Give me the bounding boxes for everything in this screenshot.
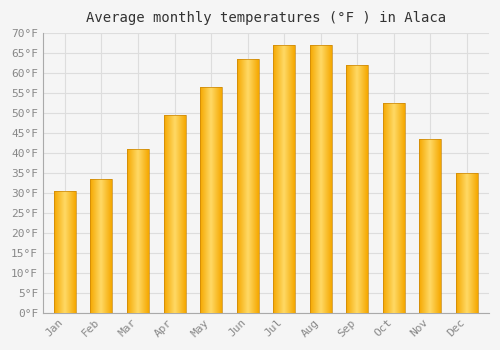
- Bar: [54, 191, 76, 313]
- Bar: [383, 103, 405, 313]
- Bar: [420, 139, 442, 313]
- Bar: [164, 115, 186, 313]
- Bar: [310, 45, 332, 313]
- Bar: [90, 179, 112, 313]
- Bar: [456, 173, 478, 313]
- Bar: [273, 45, 295, 313]
- Title: Average monthly temperatures (°F ) in Alaca: Average monthly temperatures (°F ) in Al…: [86, 11, 446, 25]
- Bar: [200, 87, 222, 313]
- Bar: [236, 59, 258, 313]
- Bar: [346, 65, 368, 313]
- Bar: [127, 149, 149, 313]
